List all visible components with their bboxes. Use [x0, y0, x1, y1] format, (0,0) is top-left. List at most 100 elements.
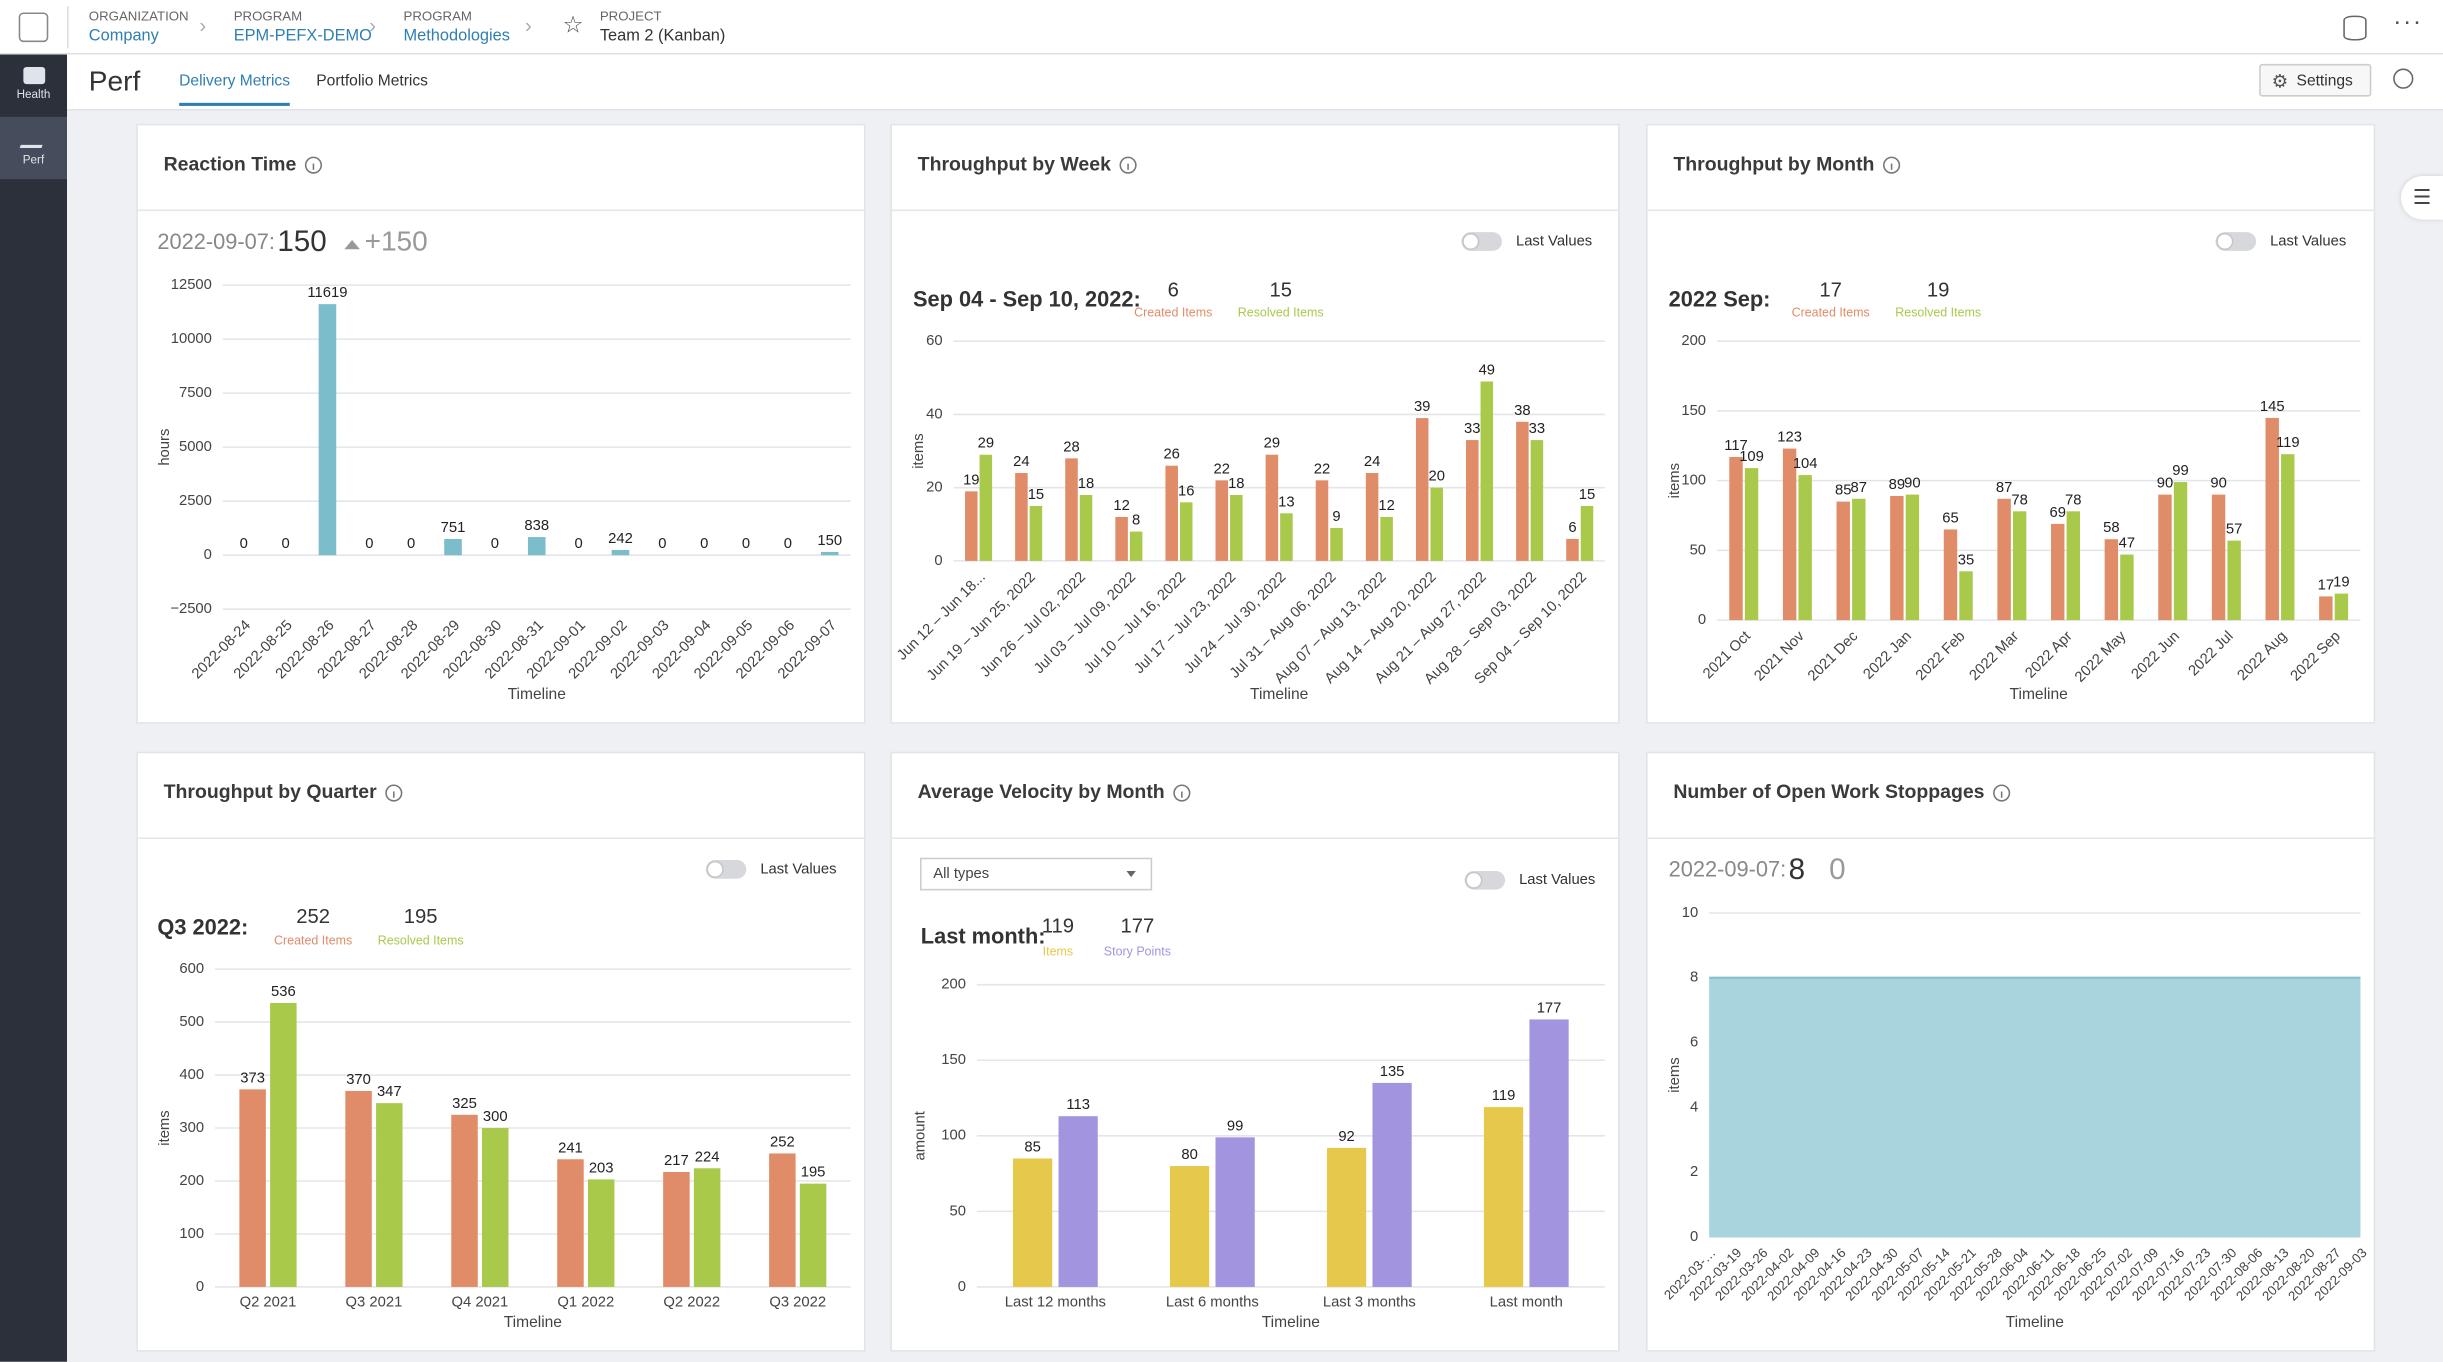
data-label: 99 — [2172, 463, 2188, 479]
data-label: 90 — [2157, 476, 2173, 492]
legend-label: Items — [1043, 944, 1073, 958]
data-label: 18 — [1078, 476, 1094, 492]
data-label: 119 — [1492, 1088, 1516, 1104]
data-label: 0 — [407, 536, 415, 552]
bar — [693, 1168, 721, 1287]
toggle-label: Last Values — [1516, 233, 1592, 249]
x-tick-label: Last 12 months — [1005, 1294, 1106, 1310]
info-icon[interactable] — [1119, 156, 1137, 174]
data-label: 33 — [1464, 421, 1480, 437]
bar — [1836, 501, 1850, 621]
tab[interactable]: Portfolio Metrics — [316, 73, 428, 91]
legend-label: Story Points — [1104, 944, 1171, 958]
bar — [1230, 494, 1243, 561]
y-tick-label: 50 — [950, 1203, 966, 1219]
breadcrumb-value: Methodologies — [403, 26, 510, 46]
data-label: 751 — [441, 520, 466, 536]
nav-item[interactable]: Health — [0, 62, 67, 115]
data-label: 35 — [1958, 552, 1974, 568]
history-icon[interactable] — [2393, 68, 2414, 89]
y-tick-label: 50 — [1690, 542, 1706, 558]
breadcrumb[interactable]: PROGRAM EPM-PEFX-DEMO — [234, 8, 372, 45]
settings-button[interactable]: ⚙ Settings — [2259, 63, 2372, 97]
summary-value: 17 — [1819, 280, 1842, 302]
bar — [611, 549, 630, 556]
y-tick-label: 60 — [926, 333, 942, 349]
data-label: 838 — [524, 518, 549, 534]
chevron: › — [199, 14, 207, 38]
bar — [1997, 498, 2011, 621]
bar — [345, 1090, 372, 1287]
data-label: 145 — [2260, 399, 2285, 415]
x-tick-label: Last month — [1490, 1294, 1563, 1310]
logo[interactable] — [18, 12, 49, 43]
summary-value: 0 — [1829, 853, 1845, 886]
bar — [1280, 513, 1293, 561]
data-label: 20 — [1428, 469, 1444, 485]
list-toggle[interactable]: ☰ — [2400, 176, 2443, 220]
data-label: 16 — [1178, 483, 1194, 499]
tab[interactable]: Delivery Metrics — [179, 73, 290, 106]
data-label: 80 — [1181, 1147, 1197, 1163]
info-icon[interactable] — [385, 784, 403, 802]
breadcrumb[interactable]: PROGRAM Methodologies — [404, 8, 510, 45]
data-label: 29 — [978, 436, 994, 452]
data-label: 0 — [742, 536, 750, 552]
bar — [1529, 1019, 1569, 1287]
panel: Throughput by Month Last Values 2022 Sep: 1… — [1646, 123, 2376, 724]
panel-title: Average Velocity by Month — [918, 781, 1165, 803]
bar — [1798, 475, 1812, 621]
data-label: 347 — [377, 1084, 402, 1100]
bar — [1179, 502, 1193, 561]
bar — [2120, 554, 2134, 621]
breadcrumb[interactable]: ORGANIZATION Company — [89, 8, 189, 45]
y-axis-title: items — [1667, 463, 1683, 498]
y-tick-label: 100 — [1681, 473, 1706, 489]
legend-label: Resolved Items — [378, 933, 464, 947]
info-icon[interactable] — [1173, 784, 1191, 802]
database-icon[interactable] — [2343, 15, 2367, 41]
bar — [1905, 494, 1920, 621]
y-tick-label: 10 — [1682, 905, 1698, 921]
data-label: 90 — [2210, 476, 2226, 492]
panel-title: Throughput by Month — [1673, 153, 1874, 175]
x-tick-label: Last 3 months — [1323, 1294, 1416, 1310]
y-tick-label: 150 — [941, 1052, 966, 1068]
bar — [376, 1103, 403, 1287]
bar — [451, 1114, 478, 1287]
breadcrumb-label: PROGRAM — [233, 7, 303, 24]
bar — [2227, 540, 2241, 621]
bar — [318, 304, 337, 556]
data-label: 325 — [452, 1096, 477, 1112]
bar — [1012, 1158, 1053, 1287]
summary-value: 6 — [1168, 280, 1179, 302]
data-label: 12 — [1113, 498, 1129, 514]
data-label: 8 — [1132, 513, 1140, 529]
more-icon[interactable]: ··· — [2393, 9, 2423, 36]
bar — [1169, 1166, 1210, 1287]
y-tick-label: 10000 — [171, 331, 212, 347]
bar — [2051, 523, 2065, 621]
star-icon[interactable]: ☆ — [562, 12, 584, 39]
info-icon[interactable] — [304, 156, 323, 174]
info-icon[interactable] — [1993, 784, 2011, 802]
y-tick-label: 8 — [1690, 970, 1698, 986]
nav-item[interactable]: Perf — [0, 116, 67, 180]
panel-bg — [136, 123, 866, 724]
bar — [1326, 1147, 1367, 1287]
data-label: 28 — [1063, 439, 1079, 455]
summary-value: 19 — [1927, 280, 1950, 302]
dropdown[interactable] — [920, 857, 1153, 891]
data-label: 113 — [1066, 1097, 1090, 1113]
bar — [239, 1089, 266, 1287]
data-label: 370 — [346, 1072, 371, 1088]
panel: Throughput by Week Last Values Sep 04 - Se… — [890, 123, 1620, 724]
toggle-knob — [1462, 232, 1480, 251]
data-label: 203 — [589, 1160, 614, 1176]
info-icon[interactable] — [1883, 156, 1901, 174]
data-label: 104 — [1793, 456, 1818, 472]
summary-label: Sep 04 - Sep 10, 2022: — [913, 286, 1141, 311]
y-tick-label: 0 — [204, 547, 212, 563]
